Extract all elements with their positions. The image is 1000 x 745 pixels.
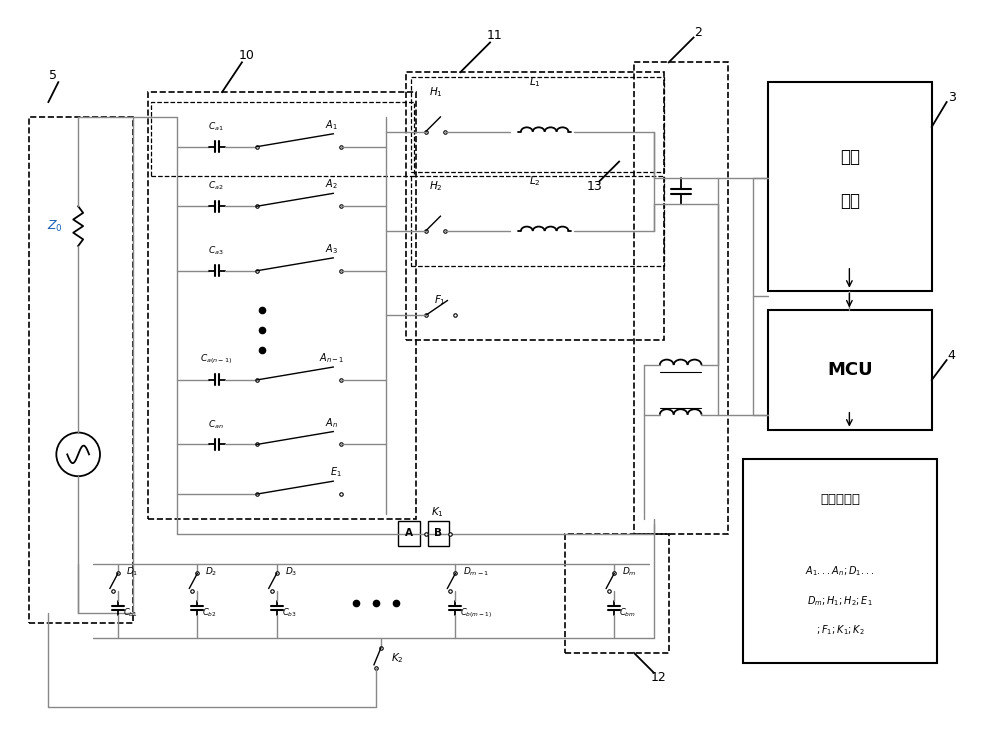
- Text: $K_2$: $K_2$: [391, 651, 403, 665]
- Text: $C_{bm}$: $C_{bm}$: [619, 607, 636, 619]
- Text: $A_1$: $A_1$: [325, 118, 338, 132]
- Text: $E_1$: $E_1$: [330, 466, 342, 479]
- Text: 5: 5: [49, 69, 57, 82]
- Text: $C_{b1}$: $C_{b1}$: [123, 607, 138, 619]
- Text: 4: 4: [948, 349, 956, 361]
- Text: $D_m; H_1; H_2; E_1$: $D_m; H_1; H_2; E_1$: [807, 594, 873, 608]
- Text: 3: 3: [948, 91, 956, 104]
- Text: 11: 11: [487, 29, 503, 42]
- Bar: [148, 92, 416, 519]
- Text: B: B: [434, 528, 442, 539]
- Text: $H_1$: $H_1$: [429, 85, 442, 99]
- Text: $D_{m-1}$: $D_{m-1}$: [463, 565, 490, 578]
- Text: $K_1$: $K_1$: [431, 505, 444, 519]
- Text: $; F_1; K_1; K_2$: $; F_1; K_1; K_2$: [816, 624, 864, 638]
- Text: 2: 2: [695, 26, 702, 39]
- Text: $Z_0$: $Z_0$: [47, 218, 63, 234]
- Text: 10: 10: [239, 49, 255, 62]
- Text: $A_n$: $A_n$: [325, 416, 338, 430]
- Text: $C_{a(n-1)}$: $C_{a(n-1)}$: [200, 352, 232, 366]
- Bar: [743, 460, 937, 663]
- Text: $C_{a3}$: $C_{a3}$: [208, 244, 224, 257]
- Bar: [428, 521, 449, 545]
- Text: $A_2$: $A_2$: [325, 177, 338, 191]
- Text: $C_{b(m-1)}$: $C_{b(m-1)}$: [460, 606, 493, 620]
- Text: $C_{b3}$: $C_{b3}$: [282, 607, 297, 619]
- Bar: [565, 533, 669, 653]
- Bar: [634, 63, 728, 533]
- Text: $D_m$: $D_m$: [622, 565, 637, 578]
- Bar: [768, 311, 932, 430]
- Bar: [411, 77, 664, 171]
- Text: $H_2$: $H_2$: [429, 180, 442, 193]
- Text: 模块: 模块: [840, 192, 860, 210]
- Text: A: A: [405, 528, 413, 539]
- Bar: [398, 521, 420, 545]
- Text: $D_2$: $D_2$: [205, 565, 218, 578]
- Text: 检测: 检测: [840, 148, 860, 165]
- Text: $D_3$: $D_3$: [285, 565, 297, 578]
- Bar: [411, 177, 664, 266]
- Text: $L_1$: $L_1$: [529, 75, 541, 89]
- Text: $C_{b2}$: $C_{b2}$: [202, 607, 217, 619]
- Bar: [406, 72, 664, 340]
- Text: $C_{an}$: $C_{an}$: [208, 418, 224, 431]
- Text: $C_{a1}$: $C_{a1}$: [208, 120, 224, 133]
- Text: $F_1$: $F_1$: [434, 294, 446, 308]
- Text: 12: 12: [651, 671, 667, 684]
- Text: $D_1$: $D_1$: [126, 565, 138, 578]
- Text: $L_2$: $L_2$: [529, 174, 541, 188]
- Text: $A_{n-1}$: $A_{n-1}$: [319, 351, 344, 365]
- Text: 13: 13: [586, 180, 602, 193]
- Bar: [29, 117, 133, 623]
- Text: $A_1...A_n; D_1...$: $A_1...A_n; D_1...$: [805, 564, 875, 578]
- Bar: [768, 82, 932, 291]
- Text: $A_3$: $A_3$: [325, 242, 338, 256]
- Bar: [151, 102, 414, 177]
- Text: $C_{a2}$: $C_{a2}$: [208, 180, 224, 192]
- Text: 电磁继电器: 电磁继电器: [820, 492, 860, 506]
- Text: MCU: MCU: [827, 361, 873, 379]
